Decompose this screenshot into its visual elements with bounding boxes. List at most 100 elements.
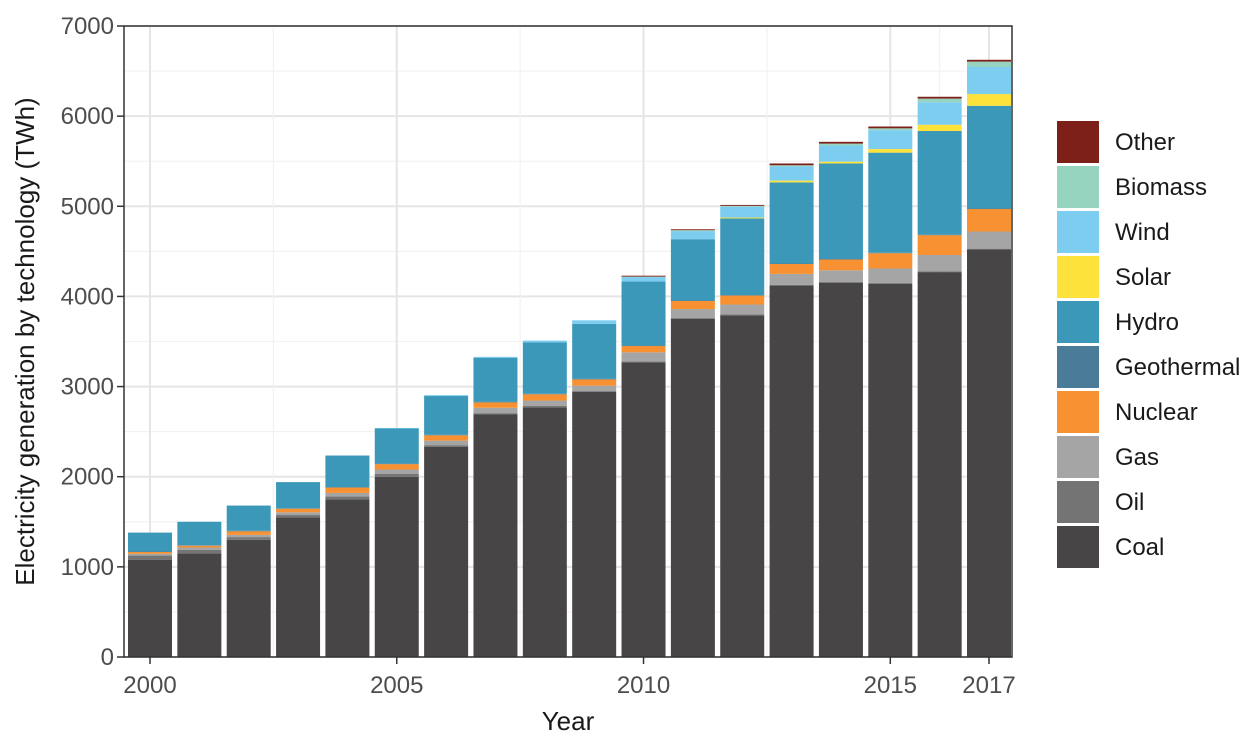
bar-segment-gas-2016	[917, 254, 962, 272]
bar-stack-2000	[128, 532, 172, 657]
bar-segment-coal-2013	[769, 285, 814, 657]
legend-label: Nuclear	[1115, 399, 1198, 426]
bar-stack-2017	[967, 59, 1011, 657]
bar-segment-coal-2003	[276, 517, 321, 657]
bar-segment-oil-2014	[818, 282, 863, 283]
bar-stack-2013	[769, 163, 814, 657]
bar-segment-geothermal-2012	[720, 295, 765, 296]
bar-segment-wind-2012	[720, 206, 765, 218]
bar-segment-coal-2008	[522, 407, 567, 657]
bar-segment-hydro-2004	[325, 455, 370, 488]
grid	[124, 25, 1012, 658]
bar-segment-gas-2007	[473, 407, 518, 414]
bar-segment-coal-2004	[325, 499, 370, 657]
y-tick-label: 5000	[61, 193, 114, 220]
x-tick-label: 2017	[962, 672, 1015, 699]
bar-stack-2010	[621, 275, 666, 657]
legend-swatch	[1057, 346, 1099, 388]
bar-segment-geothermal-2000	[128, 551, 172, 553]
x-tick-label: 2005	[370, 672, 423, 699]
bar-segment-biomass-2010	[621, 276, 666, 278]
bar-segment-hydro-2012	[720, 218, 765, 296]
bar-segment-nuclear-2012	[720, 295, 765, 305]
bar-segment-coal-2001	[177, 553, 222, 657]
legend-item-geothermal: Geothermal	[1057, 346, 1240, 388]
x-axis-title: Year	[542, 706, 595, 736]
bar-segment-hydro-2005	[374, 428, 419, 464]
bar-segment-nuclear-2009	[572, 379, 617, 386]
bar-segment-hydro-2001	[177, 521, 222, 546]
bar-stack-2012	[720, 204, 765, 657]
bar-segment-oil-2003	[276, 515, 321, 518]
bar-segment-other-2010	[621, 275, 666, 277]
bar-segment-gas-2001	[177, 547, 222, 550]
legend-swatch	[1057, 436, 1099, 478]
y-tick-label: 0	[101, 644, 114, 671]
bar-segment-gas-2013	[769, 273, 814, 285]
bar-segment-coal-2012	[720, 315, 765, 657]
bar-segment-gas-2012	[720, 304, 765, 315]
legend-label: Wind	[1115, 219, 1170, 246]
bar-segment-other-2014	[818, 141, 863, 144]
legend-item-gas: Gas	[1057, 436, 1159, 478]
bar-segment-geothermal-2013	[769, 263, 814, 265]
bar-segment-nuclear-2017	[967, 208, 1011, 232]
y-tick-label: 4000	[61, 283, 114, 310]
bar-segment-other-2015	[868, 126, 913, 129]
legend: Other Biomass Wind Solar Hydro Geothermal Nucl…	[1057, 121, 1240, 568]
bar-segment-solar-2014	[818, 161, 863, 164]
bar-segment-hydro-2009	[572, 323, 617, 379]
bar-segment-coal-2006	[424, 446, 469, 657]
bar-segment-nuclear-2013	[769, 263, 814, 274]
legend-item-coal: Coal	[1057, 526, 1164, 568]
bar-segment-geothermal-2003	[276, 508, 321, 509]
x-tick-label: 2010	[617, 672, 670, 699]
legend-label: Gas	[1115, 444, 1159, 471]
bar-segment-wind-2005	[374, 428, 419, 429]
bar-segment-gas-2008	[522, 400, 567, 406]
y-tick-label: 2000	[61, 464, 114, 491]
bar-segment-oil-2016	[917, 271, 962, 273]
bar-segment-biomass-2013	[769, 165, 814, 167]
bar-stack-2002	[226, 505, 271, 657]
bar-segment-gas-2009	[572, 385, 617, 392]
bar-segment-geothermal-2002	[226, 530, 271, 532]
bar-segment-coal-2015	[868, 283, 913, 657]
bar-stack-2009	[572, 320, 617, 657]
bar-segment-coal-2007	[473, 414, 518, 657]
x-tick-label: 2015	[864, 672, 917, 699]
y-axis-title: Electricity generation by technology (TW…	[10, 97, 40, 585]
bar-segment-oil-2004	[325, 496, 370, 500]
bar-segment-solar-2015	[868, 149, 913, 153]
bar-stack-2011	[670, 229, 715, 657]
bars	[128, 59, 1011, 657]
bar-segment-geothermal-2009	[572, 378, 617, 380]
bar-segment-geothermal-2014	[818, 259, 863, 260]
legend-item-oil: Oil	[1057, 481, 1144, 523]
bar-segment-geothermal-2011	[670, 300, 715, 301]
bar-segment-oil-2011	[670, 318, 715, 319]
bar-segment-hydro-2007	[473, 357, 518, 402]
bar-segment-coal-2002	[226, 539, 271, 657]
bar-segment-solar-2016	[917, 124, 962, 132]
bar-segment-geothermal-2017	[967, 208, 1011, 210]
bar-stack-2014	[818, 141, 863, 657]
bar-segment-other-2013	[769, 163, 814, 166]
bar-segment-hydro-2006	[424, 396, 469, 435]
bar-segment-wind-2007	[473, 356, 518, 358]
bar-segment-wind-2014	[818, 145, 863, 162]
bar-segment-wind-2006	[424, 395, 469, 397]
bar-stack-2003	[276, 482, 321, 657]
bar-segment-biomass-2017	[967, 61, 1011, 68]
bar-segment-hydro-2015	[868, 152, 913, 253]
legend-swatch	[1057, 391, 1099, 433]
bar-segment-gas-2014	[818, 270, 863, 283]
bar-segment-wind-2009	[572, 320, 617, 324]
legend-swatch	[1057, 166, 1099, 208]
bar-segment-wind-2013	[769, 166, 814, 181]
bar-segment-oil-2008	[522, 405, 567, 408]
legend-swatch	[1057, 526, 1099, 568]
x-axis: 2000 2005 2010 2015 2017	[123, 657, 1016, 699]
legend-swatch	[1057, 121, 1099, 163]
